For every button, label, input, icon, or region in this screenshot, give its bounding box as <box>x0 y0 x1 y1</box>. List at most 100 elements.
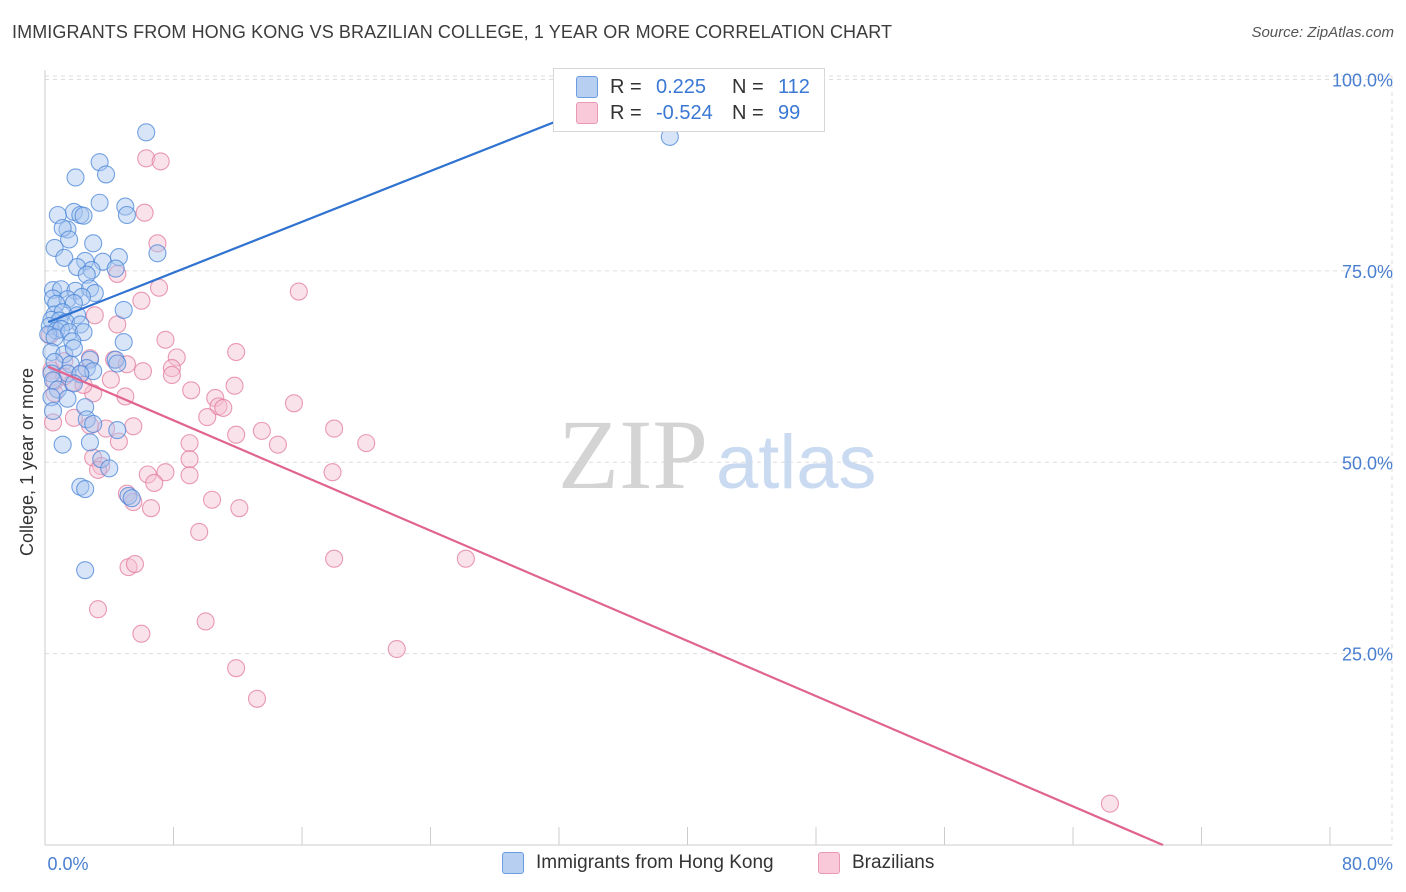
hong-kong-point <box>71 477 90 496</box>
hong-kong-point <box>84 234 103 253</box>
brazilian-point <box>85 306 104 325</box>
brazilian-point <box>387 639 406 659</box>
hong-kong-point <box>42 388 61 407</box>
brazilian-point <box>101 370 120 389</box>
brazilian-point <box>88 600 108 619</box>
hong-kong-point <box>76 479 95 499</box>
y-tick-label: 100.0% <box>1332 71 1393 91</box>
hong-kong-point <box>100 459 119 478</box>
brazilian-point <box>167 348 186 367</box>
hong-kong-point <box>43 401 63 421</box>
legend-swatch-blue <box>576 76 598 98</box>
brazilian-point <box>109 432 128 451</box>
hong-kong-point <box>55 248 74 267</box>
brazilian-point <box>203 490 222 509</box>
legend-item-hong-kong[interactable]: Immigrants from Hong Kong <box>502 852 774 874</box>
hong-kong-point <box>66 168 85 187</box>
legend-r-label: R = <box>610 75 642 98</box>
brazilian-point <box>325 419 344 438</box>
brazilian-point <box>133 362 153 381</box>
legend-swatch-pink <box>818 852 840 874</box>
hong-kong-point <box>77 410 96 429</box>
brazilian-point <box>225 376 244 395</box>
hong-kong-point <box>63 332 82 351</box>
hong-kong-point <box>114 333 133 352</box>
legend-r-label: R = <box>610 101 642 124</box>
brazilian-point <box>247 689 267 708</box>
hong-kong-point <box>48 380 67 399</box>
x-tick-label: 0.0% <box>47 854 88 874</box>
hong-kong-point <box>74 206 93 225</box>
hong-kong-point <box>53 218 72 238</box>
brazilian-point <box>124 417 143 436</box>
brazilian-point <box>456 549 475 568</box>
brazilian-point <box>323 463 342 482</box>
series-legend: Immigrants from Hong Kong Brazilians <box>0 852 1406 878</box>
hong-kong-point <box>64 339 83 358</box>
legend-n-value: 99 <box>778 101 801 124</box>
brazilian-point <box>162 365 181 385</box>
hong-kong-point <box>114 300 133 319</box>
brazilian-point <box>214 398 233 417</box>
brazilian-point <box>135 203 154 222</box>
brazilian-point <box>132 624 151 643</box>
legend-row-brazilians: R = -0.524 N = 99 <box>576 101 800 125</box>
brazilian-point <box>156 330 175 349</box>
brazilian-point <box>162 359 181 378</box>
hong-kong-point <box>77 265 96 284</box>
hong-kong-point <box>108 421 127 440</box>
source-label: Source: ZipAtlas.com <box>1251 24 1394 41</box>
legend-r-value: 0.225 <box>656 75 707 98</box>
hong-kong-point <box>108 354 127 373</box>
brazilian-point <box>88 460 108 479</box>
brazilian-point <box>198 408 217 427</box>
legend-item-brazilians[interactable]: Brazilians <box>818 852 934 874</box>
brazilians-points <box>40 149 1119 813</box>
hong-kong-point <box>90 193 109 212</box>
watermark-atlas: atlas <box>716 420 877 505</box>
legend-n-label: N = <box>732 75 764 98</box>
brazilian-point <box>148 234 167 253</box>
brazilian-point <box>252 421 271 440</box>
brazilians-trend-line <box>47 365 1164 847</box>
legend-n-value: 112 <box>778 75 810 98</box>
brazilian-point <box>180 450 199 469</box>
brazilian-point <box>145 473 164 492</box>
brazilian-point <box>117 355 136 374</box>
hong-kong-point <box>45 328 64 347</box>
brazilian-point <box>196 612 215 631</box>
hong-kong-point <box>55 345 74 364</box>
hong-kong-point <box>109 248 128 267</box>
brazilian-point <box>268 435 287 454</box>
brazilian-point <box>180 434 199 453</box>
brazilian-point <box>227 342 246 362</box>
y-tick-label: 50.0% <box>1342 453 1393 473</box>
brazilian-point <box>357 434 376 453</box>
legend-swatch-pink <box>576 102 598 124</box>
y-axis-label: College, 1 year or more <box>17 368 37 556</box>
hong-kong-point <box>58 389 77 408</box>
brazilian-point <box>125 555 144 574</box>
hong-kong-point <box>68 257 87 277</box>
hong-kong-point <box>43 289 63 308</box>
brazilian-point <box>284 394 304 413</box>
brazilian-point <box>137 149 156 168</box>
axis-layer: 25.0% 50.0% 75.0% 100.0% 0.0% 80.0% <box>44 70 1393 874</box>
watermark: ZIP atlas <box>558 399 877 510</box>
hong-kong-point <box>106 259 125 278</box>
hong-kong-point <box>119 486 138 505</box>
brazilian-point <box>227 425 246 444</box>
legend-label-brazilians: Brazilians <box>852 852 935 873</box>
brazilian-point <box>227 659 246 678</box>
brazilian-point <box>141 499 161 518</box>
brazilian-point <box>151 152 170 171</box>
brazilian-point <box>190 522 209 541</box>
hong-kong-point <box>45 238 64 257</box>
legend-n-label: N = <box>732 101 764 124</box>
correlation-legend: R = 0.225 N = 112 R = -0.524 N = 99 <box>553 68 825 132</box>
legend-r-value: -0.524 <box>656 101 713 124</box>
hong-kong-point <box>96 165 116 184</box>
hong-kong-point <box>122 489 141 508</box>
y-tick-label: 75.0% <box>1342 262 1393 282</box>
